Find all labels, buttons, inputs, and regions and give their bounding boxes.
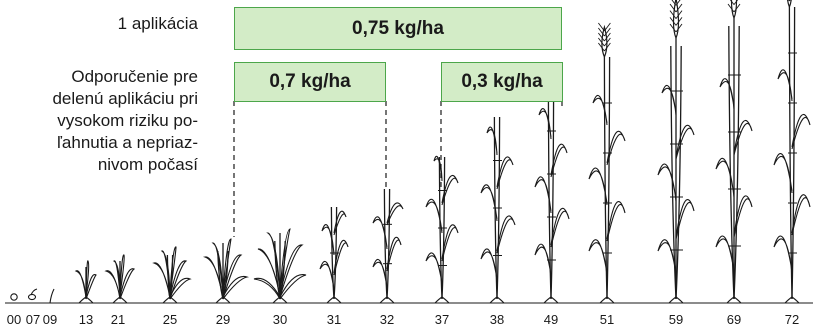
plant-stage-07 — [27, 288, 38, 301]
bbch-stage-30: 30 — [272, 312, 288, 327]
bbch-stage-69: 69 — [726, 312, 742, 327]
plant-stage-00 — [10, 293, 18, 301]
bbch-stage-49: 49 — [543, 312, 559, 327]
split-application-label: Odporučenie pre delenú aplikáciu pri vys… — [52, 67, 198, 174]
bbch-stage-38: 38 — [489, 312, 505, 327]
plant-stage-51 — [588, 22, 626, 304]
plant-stage-69 — [715, 0, 753, 304]
split-dose-first-value: 0,7 kg/ha — [269, 71, 351, 92]
single-application-label: 1 aplikácia — [117, 14, 198, 33]
bbch-stage-51: 51 — [599, 312, 615, 327]
bbch-stage-37: 37 — [434, 312, 450, 327]
bbch-stage-31: 31 — [326, 312, 342, 327]
plant-stage-37 — [425, 155, 459, 304]
single-dose-box: 0,75 kg/ha — [234, 7, 562, 50]
plant-stage-21 — [104, 254, 136, 304]
bbch-stage-21: 21 — [110, 312, 126, 327]
bbch-stage-07: 07 — [25, 312, 41, 327]
split-dose-first-box: 0,7 kg/ha — [234, 62, 386, 102]
bbch-stage-13: 13 — [78, 312, 94, 327]
bbch-stage-09: 09 — [42, 312, 58, 327]
plant-stage-31 — [319, 206, 349, 304]
bbch-stage-25: 25 — [162, 312, 178, 327]
bbch-stage-32: 32 — [379, 312, 395, 327]
split-dose-second-value: 0,3 kg/ha — [461, 71, 543, 92]
plant-stage-30 — [253, 228, 307, 304]
plant-stage-72 — [773, 0, 811, 304]
plant-stage-32 — [372, 188, 404, 304]
bbch-stage-00: 00 — [6, 312, 22, 327]
plant-stage-59 — [657, 0, 695, 304]
bbch-stage-59: 59 — [668, 312, 684, 327]
plant-stage-49 — [534, 91, 570, 304]
single-dose-value: 0,75 kg/ha — [352, 17, 444, 39]
plant-stage-25 — [152, 246, 192, 304]
plant-stage-13 — [74, 260, 97, 304]
split-dose-second-box: 0,3 kg/ha — [441, 62, 563, 102]
plant-stage-09 — [49, 288, 55, 304]
plant-stage-38 — [480, 116, 516, 304]
bbch-stage-72: 72 — [784, 312, 800, 327]
plant-stage-29 — [202, 238, 250, 304]
bbch-stage-29: 29 — [215, 312, 231, 327]
